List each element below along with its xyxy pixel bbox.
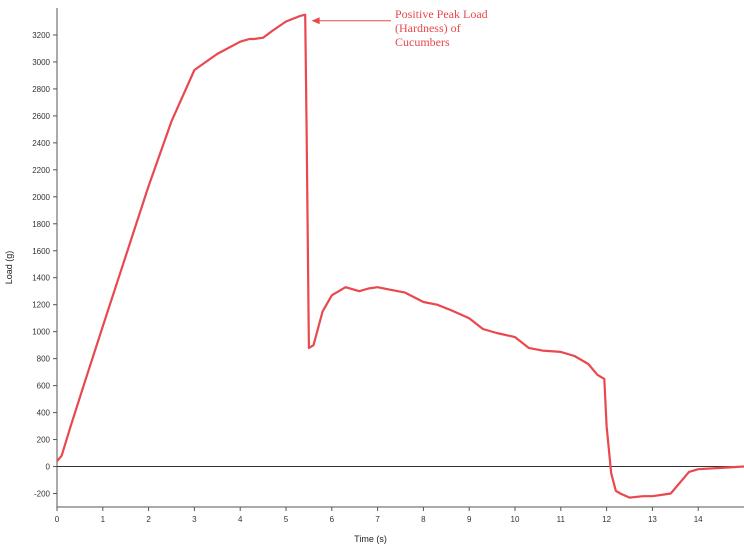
x-tick-label: 1 (101, 515, 106, 524)
y-tick-label: 400 (37, 409, 51, 418)
y-tick-label: 1800 (32, 220, 50, 229)
y-tick-label: 2800 (32, 85, 50, 94)
annotation-layer: Positive Peak Load (Hardness) of Cucumbers (311, 7, 488, 49)
x-tick-label: 0 (55, 515, 60, 524)
annotation-line: Cucumbers (395, 35, 450, 49)
y-tick-label: 600 (37, 382, 51, 391)
x-tick-label: 7 (375, 515, 380, 524)
y-tick-label: -200 (34, 490, 51, 499)
series-layer (56, 13, 744, 499)
y-tick-label: 2200 (32, 166, 50, 175)
x-tick-label: 4 (238, 515, 243, 524)
y-tick-label: 800 (37, 355, 51, 364)
y-tick-label: 200 (37, 436, 51, 445)
y-ticks: -200 0 200 400 600 800 1000 1200 1400 1600 1800 200… (32, 31, 57, 499)
annotation-text: Positive Peak Load (Hardness) of Cucumbers (395, 7, 488, 49)
y-tick-label: 3000 (32, 58, 50, 67)
x-tick-label: 12 (602, 515, 611, 524)
y-tick-label: 1600 (32, 247, 50, 256)
y-tick-label: 1200 (32, 301, 50, 310)
annotation-line: (Hardness) of (395, 21, 461, 35)
load-curve (56, 13, 744, 499)
y-tick-label: 2600 (32, 112, 50, 121)
annotation-arrow-head (311, 17, 320, 25)
x-tick-label: 10 (511, 515, 520, 524)
y-tick-label: 2400 (32, 139, 50, 148)
x-tick-label: 5 (284, 515, 289, 524)
x-tick-label: 13 (648, 515, 657, 524)
axes (56, 8, 744, 508)
x-axis-title: Time (s) (354, 534, 387, 544)
y-axis-title: Load (g) (4, 251, 14, 285)
x-tick-label: 9 (467, 515, 472, 524)
y-tick-label: 1400 (32, 274, 50, 283)
y-tick-label: 2000 (32, 193, 50, 202)
x-tick-label: 2 (146, 515, 151, 524)
x-tick-label: 14 (694, 515, 703, 524)
y-tick-label: 3200 (32, 31, 50, 40)
x-tick-label: 11 (557, 515, 566, 524)
y-tick-label: 1000 (32, 328, 50, 337)
y-tick-label: 0 (46, 463, 51, 472)
x-tick-label: 6 (330, 515, 335, 524)
x-tick-label: 3 (192, 515, 197, 524)
x-tick-label: 8 (421, 515, 426, 524)
x-ticks: 0 1 2 3 4 5 6 7 8 9 10 11 12 13 14 (55, 507, 703, 524)
annotation-line: Positive Peak Load (395, 7, 488, 21)
